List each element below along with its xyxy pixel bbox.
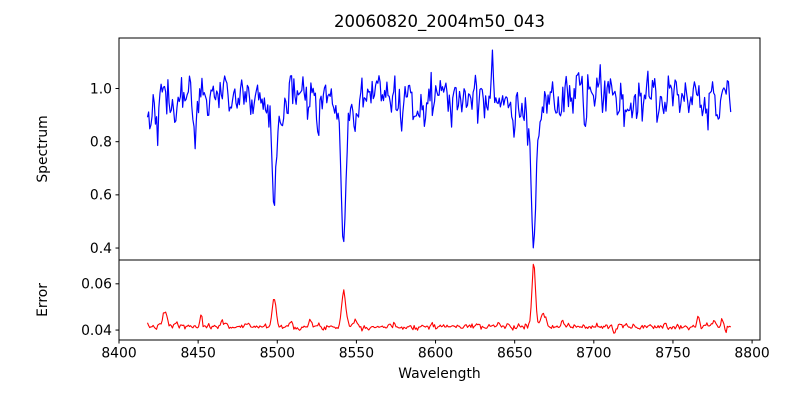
error-y-axis-label: Error <box>35 283 51 317</box>
plot-title: 20060820_2004m50_043 <box>334 12 545 32</box>
spectrum-y-axis-label: Spectrum <box>35 115 51 182</box>
spectrum-axes-spine <box>118 37 761 261</box>
spectrum-y-tick-label: 0.6 <box>90 188 112 204</box>
error-y-tick-label: 0.06 <box>81 277 112 293</box>
spectrum-y-tick-label: 1.0 <box>90 81 112 97</box>
error-axes-spine <box>118 259 761 341</box>
error-y-tick-label: 0.04 <box>81 323 112 339</box>
error-line <box>146 263 732 334</box>
x-tick-label: 8500 <box>260 346 295 362</box>
x-tick-label: 8800 <box>734 346 769 362</box>
x-tick-label: 8450 <box>180 346 215 362</box>
spectrum-y-tick-label: 0.4 <box>90 241 112 257</box>
axes-layer: 0.4 0.6 0.8 1.0 0.04 0.06 8400 8450 8500 8550 8600… <box>81 37 770 362</box>
x-tick-label: 8550 <box>339 346 374 362</box>
x-tick-label: 8700 <box>576 346 611 362</box>
spectrum-y-tick-label: 0.8 <box>90 134 112 150</box>
spectrum-line <box>146 49 732 249</box>
x-tick-label: 8750 <box>655 346 690 362</box>
x-tick-label: 8600 <box>418 346 453 362</box>
x-axis-label: Wavelength <box>398 366 480 382</box>
x-tick-label: 8650 <box>497 346 532 362</box>
x-tick-label: 8400 <box>101 346 136 362</box>
